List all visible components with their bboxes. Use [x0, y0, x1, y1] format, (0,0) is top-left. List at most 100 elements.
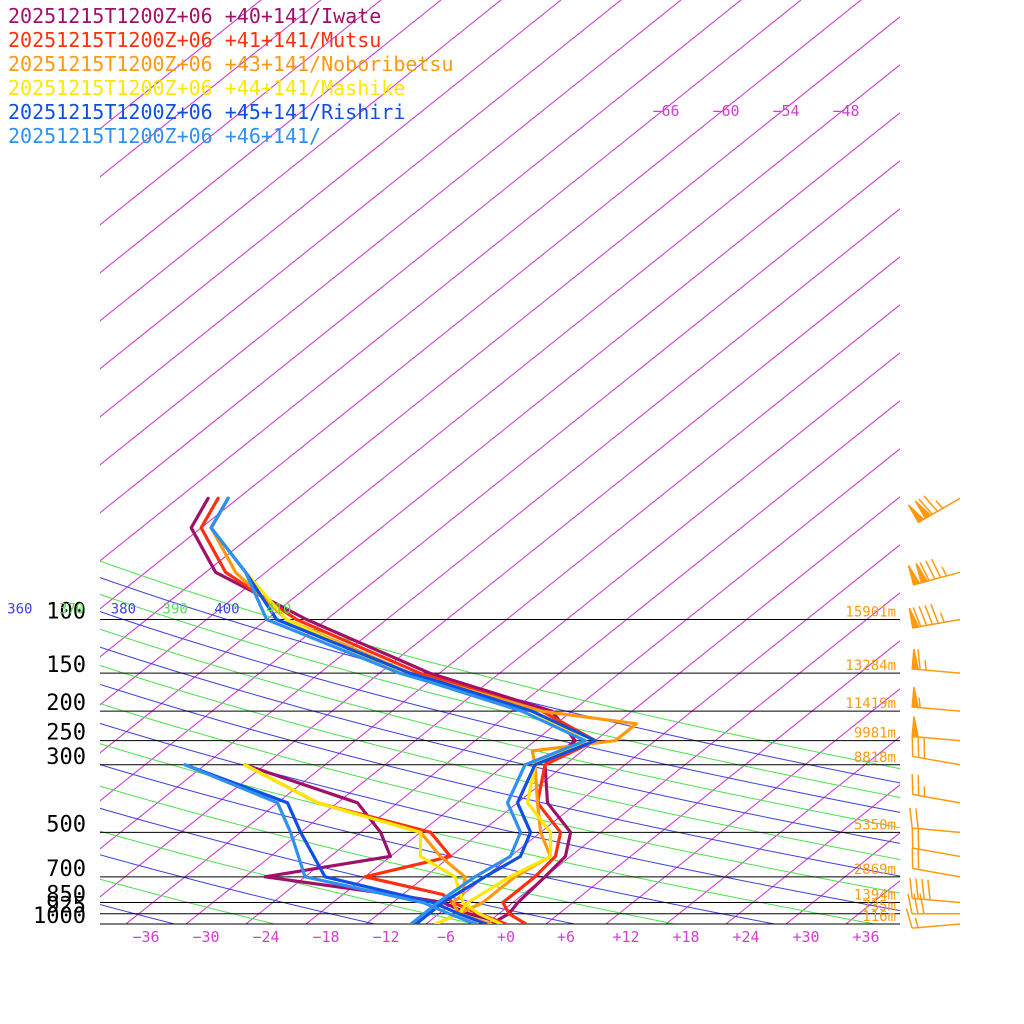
- x-tick-label: +24: [732, 928, 759, 946]
- wind-barb: [909, 877, 961, 904]
- isotherm-line: [100, 16, 900, 658]
- sounding-profiles: [183, 496, 638, 924]
- wind-barb: [911, 827, 961, 858]
- isotherm-line: [665, 736, 900, 924]
- dry-adiabat-line: [100, 703, 900, 894]
- isotherm-line: [185, 352, 900, 924]
- x-tick-label: +12: [612, 928, 639, 946]
- height-label: 735m: [862, 899, 896, 915]
- height-label: 11419m: [845, 696, 896, 712]
- x-tick-label: −6: [437, 928, 455, 946]
- isotherm-line: [100, 0, 562, 370]
- isotherm-line: [100, 0, 742, 514]
- dry-adiabat-line: [100, 764, 775, 924]
- dewpoint-line: [243, 763, 503, 924]
- isotherm-line: [125, 304, 900, 924]
- temperature-line: [209, 496, 597, 924]
- wind-barb: [905, 908, 961, 929]
- temperature-line: [209, 496, 587, 924]
- dewpoint-line: [183, 763, 488, 924]
- isotherm-line: [100, 0, 502, 322]
- isotherm-line: [845, 880, 900, 924]
- isotherm-line: [545, 640, 900, 924]
- dry-adiabat-line: [100, 628, 900, 829]
- x-tick-label: −36: [132, 928, 159, 946]
- legend-entry: 20251215T1200Z+06 +45+141/Rishiri: [8, 100, 406, 124]
- wind-barb: [907, 558, 961, 586]
- pressure-label: 250: [46, 721, 86, 746]
- dry-adiabat-line: [100, 577, 900, 784]
- dry-adiabat-line: [100, 611, 900, 813]
- dry-adiabat-lines: [100, 560, 900, 924]
- height-label: 9981m: [854, 726, 896, 742]
- height-label: 15901m: [845, 605, 896, 621]
- x-tick-label: +30: [792, 928, 819, 946]
- isotherm-line: [245, 400, 900, 924]
- isotherm-line: [100, 64, 900, 706]
- pressure-label: 850: [46, 883, 86, 908]
- pressure-label: 1000: [33, 904, 86, 929]
- isotherm-line: [100, 0, 622, 418]
- theta-label: 390: [163, 602, 188, 618]
- isotherm-line: [725, 784, 900, 924]
- pressure-label: 700: [46, 857, 86, 882]
- pressure-label: 150: [46, 653, 86, 678]
- axis-labels: 100 15901m 150 13284m 200 11419m 250 9981m 300 88…: [7, 102, 896, 946]
- isotherm-line: [100, 0, 682, 466]
- x-tick-label: +6: [557, 928, 575, 946]
- height-label: 1394m: [854, 888, 896, 904]
- dewpoint-line: [183, 763, 478, 924]
- theta-label: 380: [111, 602, 136, 618]
- x-tick-label: −30: [192, 928, 219, 946]
- pressure-label: 500: [46, 812, 86, 837]
- legend-entry: 20251215T1200Z+06 +43+141/Noboribetsu: [8, 52, 454, 76]
- legend-entry: 20251215T1200Z+06 +46+141/: [8, 124, 322, 148]
- isobar-lines: [100, 619, 900, 925]
- height-label: 2869m: [854, 862, 896, 878]
- isotherm-line: [100, 0, 442, 274]
- isotherm-line: [100, 0, 322, 178]
- isotherm-line: [906, 0, 1024, 924]
- height-label: 116m: [862, 909, 896, 925]
- isotherm-line: [100, 112, 900, 754]
- theta-label: 370: [59, 602, 84, 618]
- legend-entry: 20251215T1200Z+06 +40+141/Iwate: [8, 4, 382, 28]
- x-tick-label: +18: [672, 928, 699, 946]
- wind-barb: [907, 893, 960, 915]
- wind-barb: [911, 716, 961, 742]
- dry-adiabat-line: [100, 683, 900, 877]
- height-label: 13284m: [845, 658, 896, 674]
- dry-adiabat-line: [100, 664, 900, 861]
- pressure-label: 925: [46, 894, 86, 919]
- isotherm-line: [605, 688, 900, 924]
- isotherm-label: −66: [652, 102, 679, 120]
- isotherm-label: −60: [712, 102, 739, 120]
- isotherm-line: [100, 0, 802, 562]
- wind-barb: [911, 774, 961, 804]
- isotherm-line: [966, 0, 1024, 924]
- height-label: 5350m: [854, 817, 896, 833]
- x-tick-label: −24: [252, 928, 279, 946]
- x-tick-label: +36: [852, 928, 879, 946]
- dry-adiabat-line: [100, 743, 875, 924]
- theta-label: 360: [7, 602, 32, 618]
- dewpoint-line: [243, 763, 508, 924]
- theta-label: 400: [214, 602, 239, 618]
- wind-barb: [909, 807, 961, 834]
- temperature-line: [199, 496, 597, 924]
- pressure-label: 300: [46, 745, 86, 770]
- wind-barb: [911, 686, 961, 712]
- legend-entry: 20251215T1200Z+06 +44+141/Mashike: [8, 76, 406, 100]
- wind-barb: [908, 604, 961, 629]
- x-tick-label: −12: [372, 928, 399, 946]
- x-tick-label: −18: [312, 928, 339, 946]
- temperature-line: [209, 496, 638, 924]
- wind-barb: [911, 736, 961, 766]
- isotherm-line: [305, 448, 900, 924]
- legend-entry: 20251215T1200Z+06 +41+141/Mutsu: [8, 28, 382, 52]
- dry-adiabat-line: [100, 593, 900, 799]
- dry-adiabat-line: [100, 646, 900, 844]
- wind-barb: [911, 848, 961, 878]
- isotherm-line: [100, 0, 382, 226]
